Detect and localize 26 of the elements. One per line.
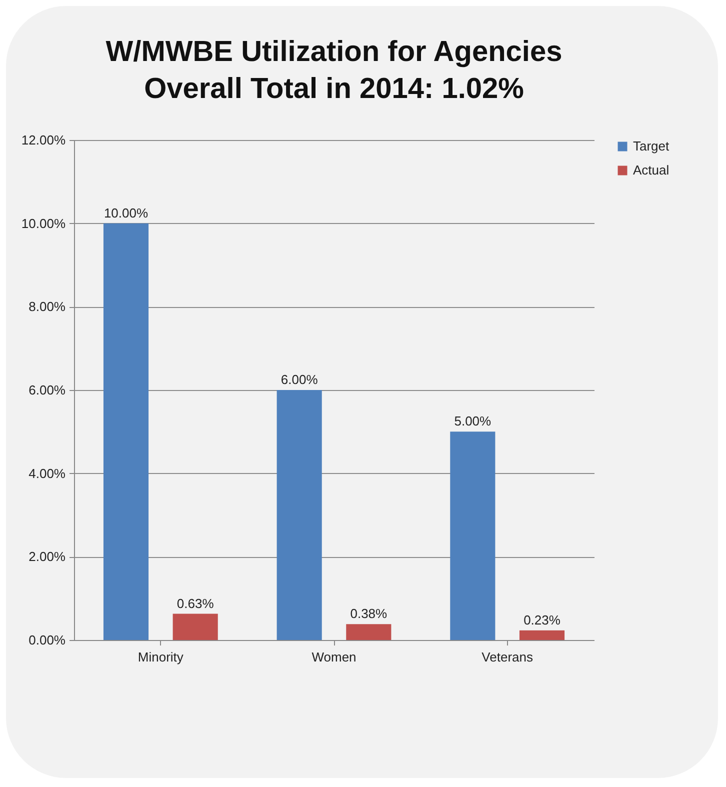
- legend-label: Target: [633, 138, 670, 154]
- x-tick-label: Minority: [138, 650, 184, 664]
- data-label: 0.38%: [350, 606, 388, 622]
- bar: [172, 614, 218, 640]
- bar: [346, 624, 392, 640]
- y-tick-label: 4.00%: [28, 466, 66, 481]
- data-label: 5.00%: [454, 414, 492, 429]
- y-tick-label: 10.00%: [21, 216, 66, 231]
- data-label: 0.23%: [524, 612, 561, 628]
- data-label: 6.00%: [280, 372, 318, 387]
- bar: [276, 390, 322, 640]
- y-tick-label: 12.00%: [21, 132, 66, 148]
- x-tick-label: Veterans: [482, 650, 534, 664]
- y-tick-label: 6.00%: [28, 382, 66, 398]
- bar: [450, 432, 496, 640]
- legend-label: Actual: [633, 162, 670, 178]
- data-label: 10.00%: [104, 205, 148, 220]
- data-label: 0.63%: [176, 596, 214, 611]
- chart-title: W/MWBE Utilization for Agencies: [106, 36, 562, 68]
- bar: [519, 630, 565, 640]
- chart-subtitle: Overall Total in 2014: 1.02%: [144, 73, 524, 105]
- y-tick-label: 2.00%: [28, 549, 66, 564]
- bar: [103, 223, 149, 640]
- x-tick-label: Women: [312, 650, 356, 664]
- y-tick-label: 0.00%: [28, 632, 66, 648]
- y-tick-label: 8.00%: [28, 299, 66, 314]
